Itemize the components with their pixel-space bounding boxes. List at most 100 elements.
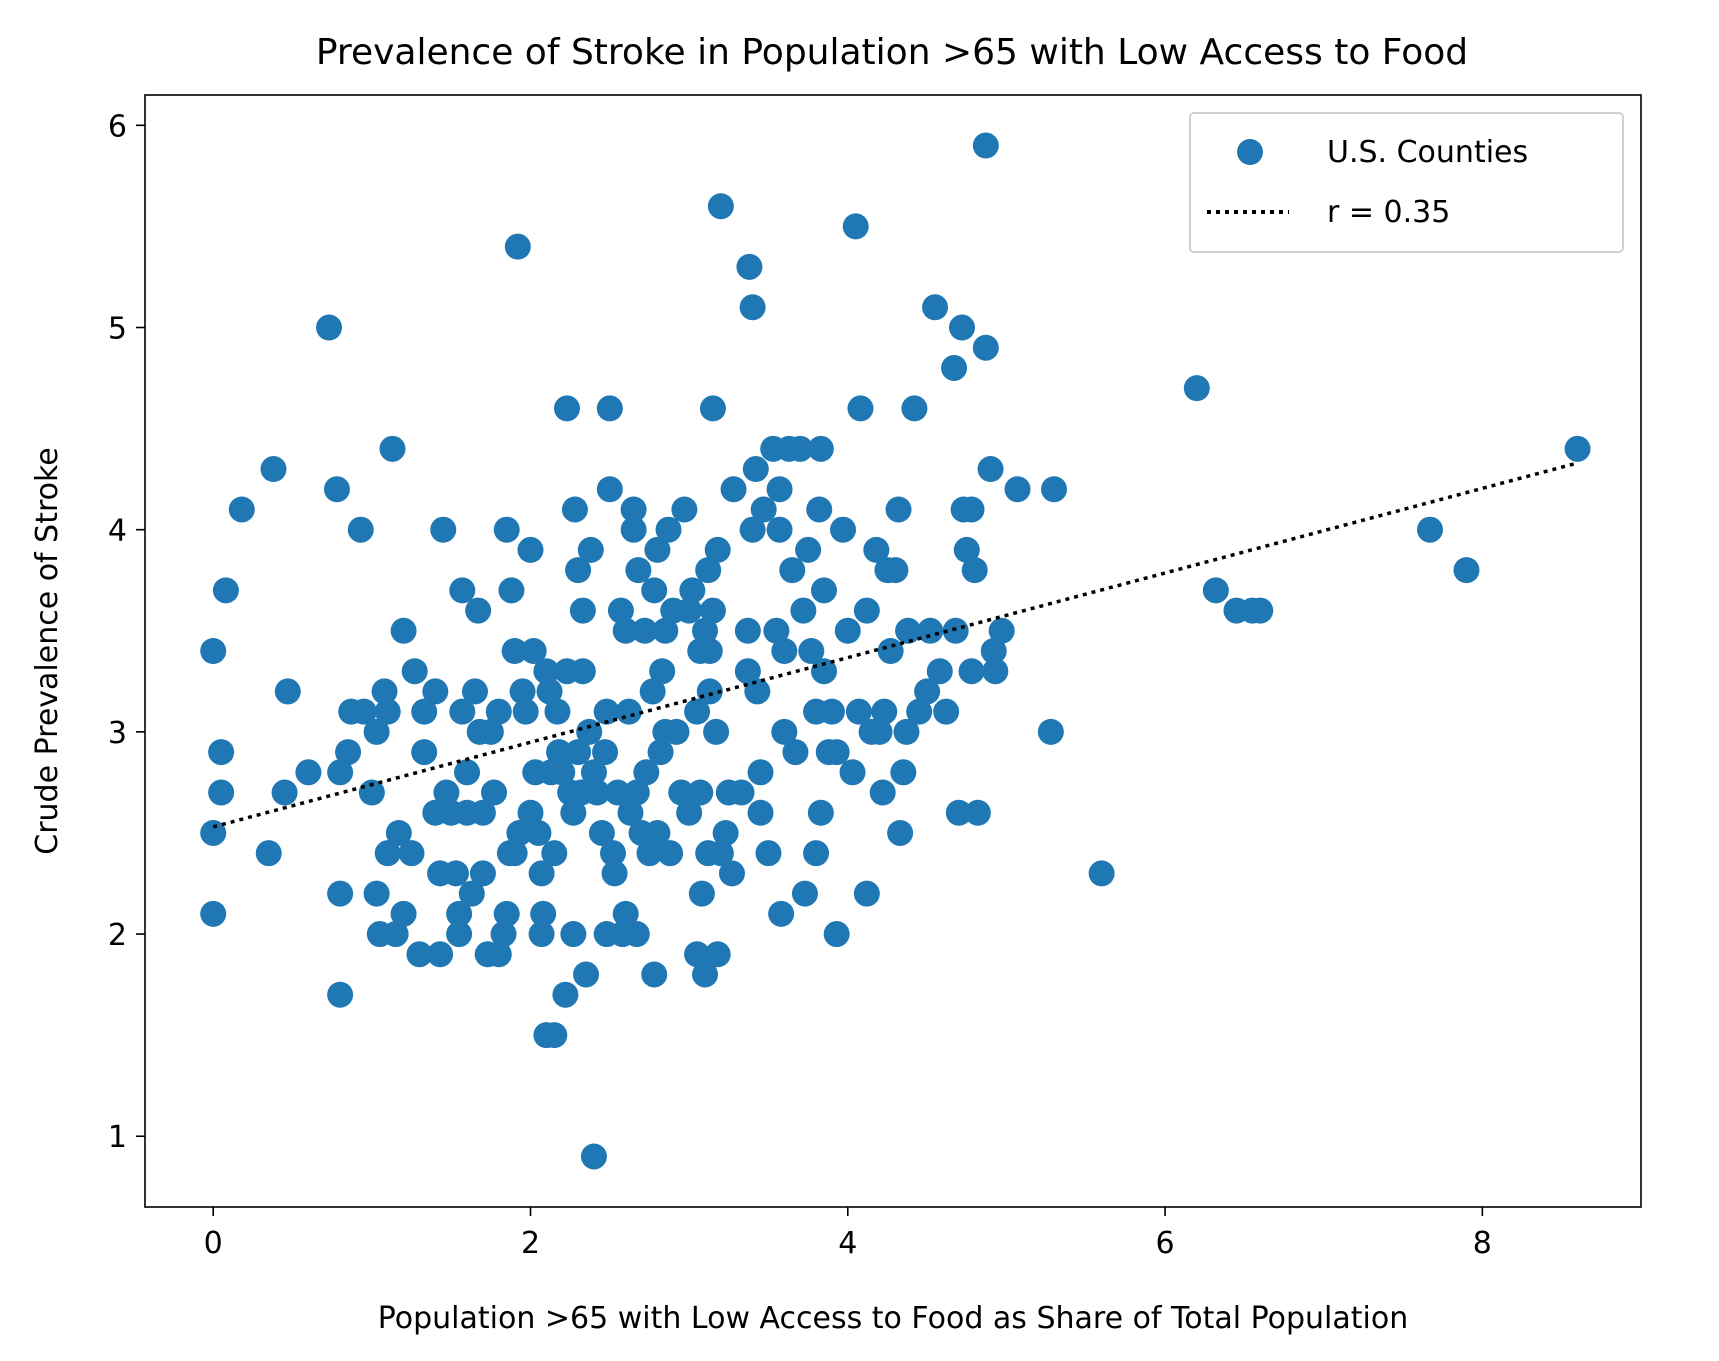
data-point [512,698,539,725]
data-point [577,536,604,563]
data-point [528,921,555,948]
data-point [528,860,555,887]
data-point [1183,375,1210,402]
trendline [212,461,1578,829]
data-point [422,678,449,705]
data-point [631,617,658,644]
data-point [327,981,354,1008]
data-point [972,334,999,361]
data-point [433,779,460,806]
data-point [830,516,857,543]
data-point [914,678,941,705]
chart-title: Prevalence of Stroke in Population >65 w… [316,32,1468,73]
data-point [592,739,619,766]
data-point [536,678,563,705]
data-point [228,496,255,523]
data-point [430,516,457,543]
legend-label-counties: U.S. Counties [1327,135,1528,170]
data-point [371,678,398,705]
data-point [1037,718,1064,745]
data-point [893,718,920,745]
data-point [1202,577,1229,604]
data-point [498,577,525,604]
data-point [707,193,734,220]
data-point [200,900,227,927]
data-point [485,698,512,725]
data-point [560,799,587,826]
data-point [842,213,869,240]
data-point [541,1022,568,1049]
data-point [742,456,769,483]
data-point [839,759,866,786]
data-point [504,233,531,260]
data-point [926,658,953,685]
data-point [712,819,739,846]
data-point [390,617,417,644]
data-point [958,658,985,685]
data-point [941,354,968,381]
x-tick-label: 4 [838,1226,857,1261]
trendline-layer [212,461,1578,829]
data-point [655,516,682,543]
data-point [398,840,425,867]
data-point [766,516,793,543]
data-point [791,880,818,907]
data-point [671,496,698,523]
legend-marker-counties [1237,139,1263,165]
legend: U.S. Counties r = 0.35 [1189,112,1624,253]
data-point [427,941,454,968]
data-point [212,577,239,604]
data-point [544,698,571,725]
data-point [601,860,628,887]
data-point [596,476,623,503]
data-point [517,536,544,563]
data-point [853,597,880,624]
data-point [612,617,639,644]
data-point [208,779,235,806]
data-point [649,658,676,685]
data-point [454,759,481,786]
data-point [316,314,343,341]
data-point [596,395,623,422]
data-point [739,294,766,321]
data-point [699,597,726,624]
data-point [949,314,976,341]
data-point [663,718,690,745]
data-point [323,476,350,503]
data-point [358,779,385,806]
data-point [485,941,512,968]
data-point [668,779,695,806]
data-point [481,779,508,806]
data-point [520,638,547,664]
data-point [787,435,814,462]
data-point [795,536,822,563]
x-tick-label: 8 [1473,1226,1492,1261]
data-point [584,779,611,806]
data-point [295,759,322,786]
data-point [798,638,825,664]
data-point [847,395,874,422]
data-point [982,658,1009,685]
data-point [565,739,592,766]
data-point [1564,435,1591,462]
data-point [744,678,771,705]
data-point [411,739,438,766]
data-point [530,900,557,927]
data-point [747,759,774,786]
data-point [274,678,301,705]
y-tick-label: 3 [108,716,127,751]
data-point [750,496,777,523]
data-point [1088,860,1115,887]
data-point [255,840,282,867]
ticks-layer: 0 2 4 6 8 1 2 3 4 5 6 [108,109,1492,1261]
data-point [692,961,719,988]
data-point [644,536,671,563]
data-point [350,698,377,725]
data-point [569,658,596,685]
data-point [866,718,893,745]
data-point [782,739,809,766]
data-point [327,759,354,786]
data-point [980,638,1007,664]
data-point [641,961,668,988]
